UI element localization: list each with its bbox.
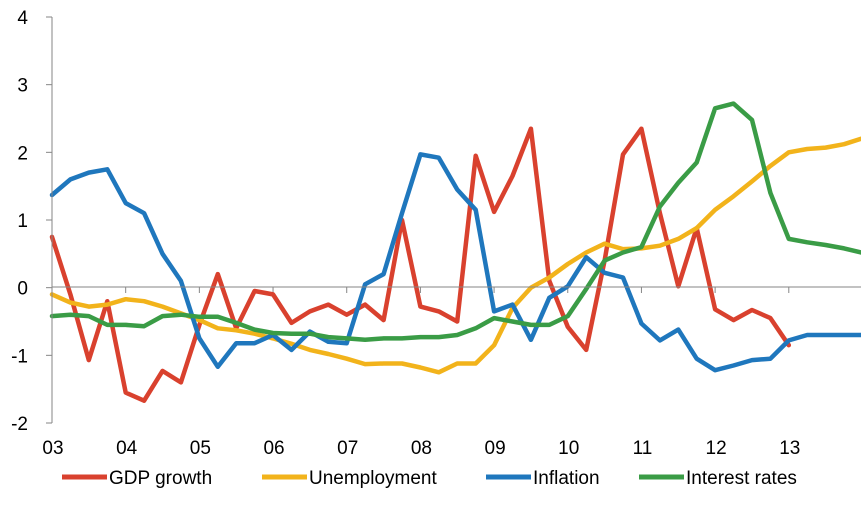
series-line-interest-rates: [49, 101, 861, 343]
legend-label: Interest rates: [686, 468, 797, 489]
y-tick-label: 0: [17, 279, 28, 300]
y-tick-label: 3: [17, 76, 28, 97]
x-tick-label: 09: [485, 438, 506, 459]
x-axis-tick-labels: 03 04 05 06 07 08 09 10 11 12 13: [42, 287, 800, 459]
legend-label: Unemployment: [309, 468, 437, 489]
x-tick-label: 10: [558, 438, 579, 459]
y-axis-tick-labels: 4 3 2 1 0 -1 -2: [11, 8, 52, 435]
x-tick-label: 06: [263, 438, 284, 459]
y-tick-label: 1: [17, 211, 28, 232]
chart-legend: GDP growth Unemployment Inflation Interest …: [62, 468, 797, 489]
x-tick-label: 05: [190, 438, 211, 459]
legend-label: GDP growth: [109, 468, 212, 489]
series-line-gdp-growth: [49, 126, 792, 403]
y-tick-label: 4: [17, 8, 28, 29]
y-tick-label: -2: [11, 414, 28, 435]
series-line-inflation: [49, 152, 861, 373]
x-tick-label: 08: [411, 438, 432, 459]
x-tick-label: 11: [633, 438, 653, 459]
x-tick-label: 13: [779, 438, 800, 459]
x-tick-label: 12: [706, 438, 727, 459]
x-tick-label: 07: [337, 438, 358, 459]
y-tick-label: 2: [17, 143, 28, 164]
x-tick-label: 04: [116, 438, 138, 459]
y-tick-label: -1: [11, 346, 28, 367]
x-tick-label: 03: [42, 438, 63, 459]
legend-label: Inflation: [533, 468, 600, 489]
series-lines: [49, 101, 861, 403]
